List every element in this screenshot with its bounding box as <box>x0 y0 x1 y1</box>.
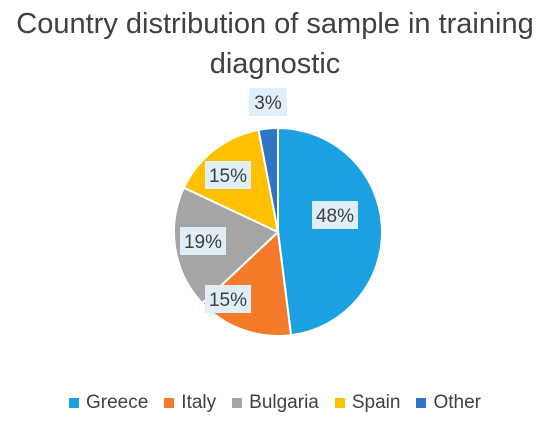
legend-item-spain: Spain <box>334 392 401 414</box>
data-label-italy: 15% <box>205 285 251 313</box>
legend-label: Spain <box>351 392 401 413</box>
data-label-other: 3% <box>249 88 287 116</box>
pie-slice-greece <box>277 126 383 337</box>
legend-label: Italy <box>181 392 217 413</box>
data-label-text: 19% <box>184 232 222 253</box>
data-label-text: 3% <box>254 93 282 114</box>
data-label-box <box>180 227 226 255</box>
legend-swatch <box>416 398 427 408</box>
pie-slice-bulgaria <box>173 186 280 305</box>
chart-legend: Greece Italy Bulgaria Spain Other <box>0 392 550 414</box>
data-label-greece: 48% <box>312 201 358 229</box>
pie-slice-other <box>257 126 279 233</box>
data-label-box <box>312 201 358 229</box>
legend-swatch <box>334 398 345 408</box>
pie-data-labels: 48% 15% 19% 15% 3% <box>180 88 358 313</box>
data-label-bulgaria: 19% <box>180 227 226 255</box>
legend-item-bulgaria: Bulgaria <box>232 392 319 414</box>
data-label-box <box>205 161 251 189</box>
legend-label: Bulgaria <box>249 392 319 413</box>
legend-swatch <box>232 398 243 408</box>
legend-item-greece: Greece <box>68 392 149 414</box>
data-label-text: 15% <box>209 166 247 187</box>
legend-label: Greece <box>85 392 149 413</box>
legend-label: Other <box>433 392 482 413</box>
data-label-box <box>249 88 287 116</box>
legend-item-italy: Italy <box>164 392 216 414</box>
data-label-spain: 15% <box>205 161 251 189</box>
legend-swatch <box>164 398 175 408</box>
data-label-text: 48% <box>316 206 354 227</box>
chart-title: Country distribution of sample in traini… <box>16 8 534 80</box>
legend-item-other: Other <box>416 392 481 414</box>
data-label-box <box>205 285 251 313</box>
data-label-text: 15% <box>209 290 247 311</box>
legend-swatch <box>68 398 79 408</box>
